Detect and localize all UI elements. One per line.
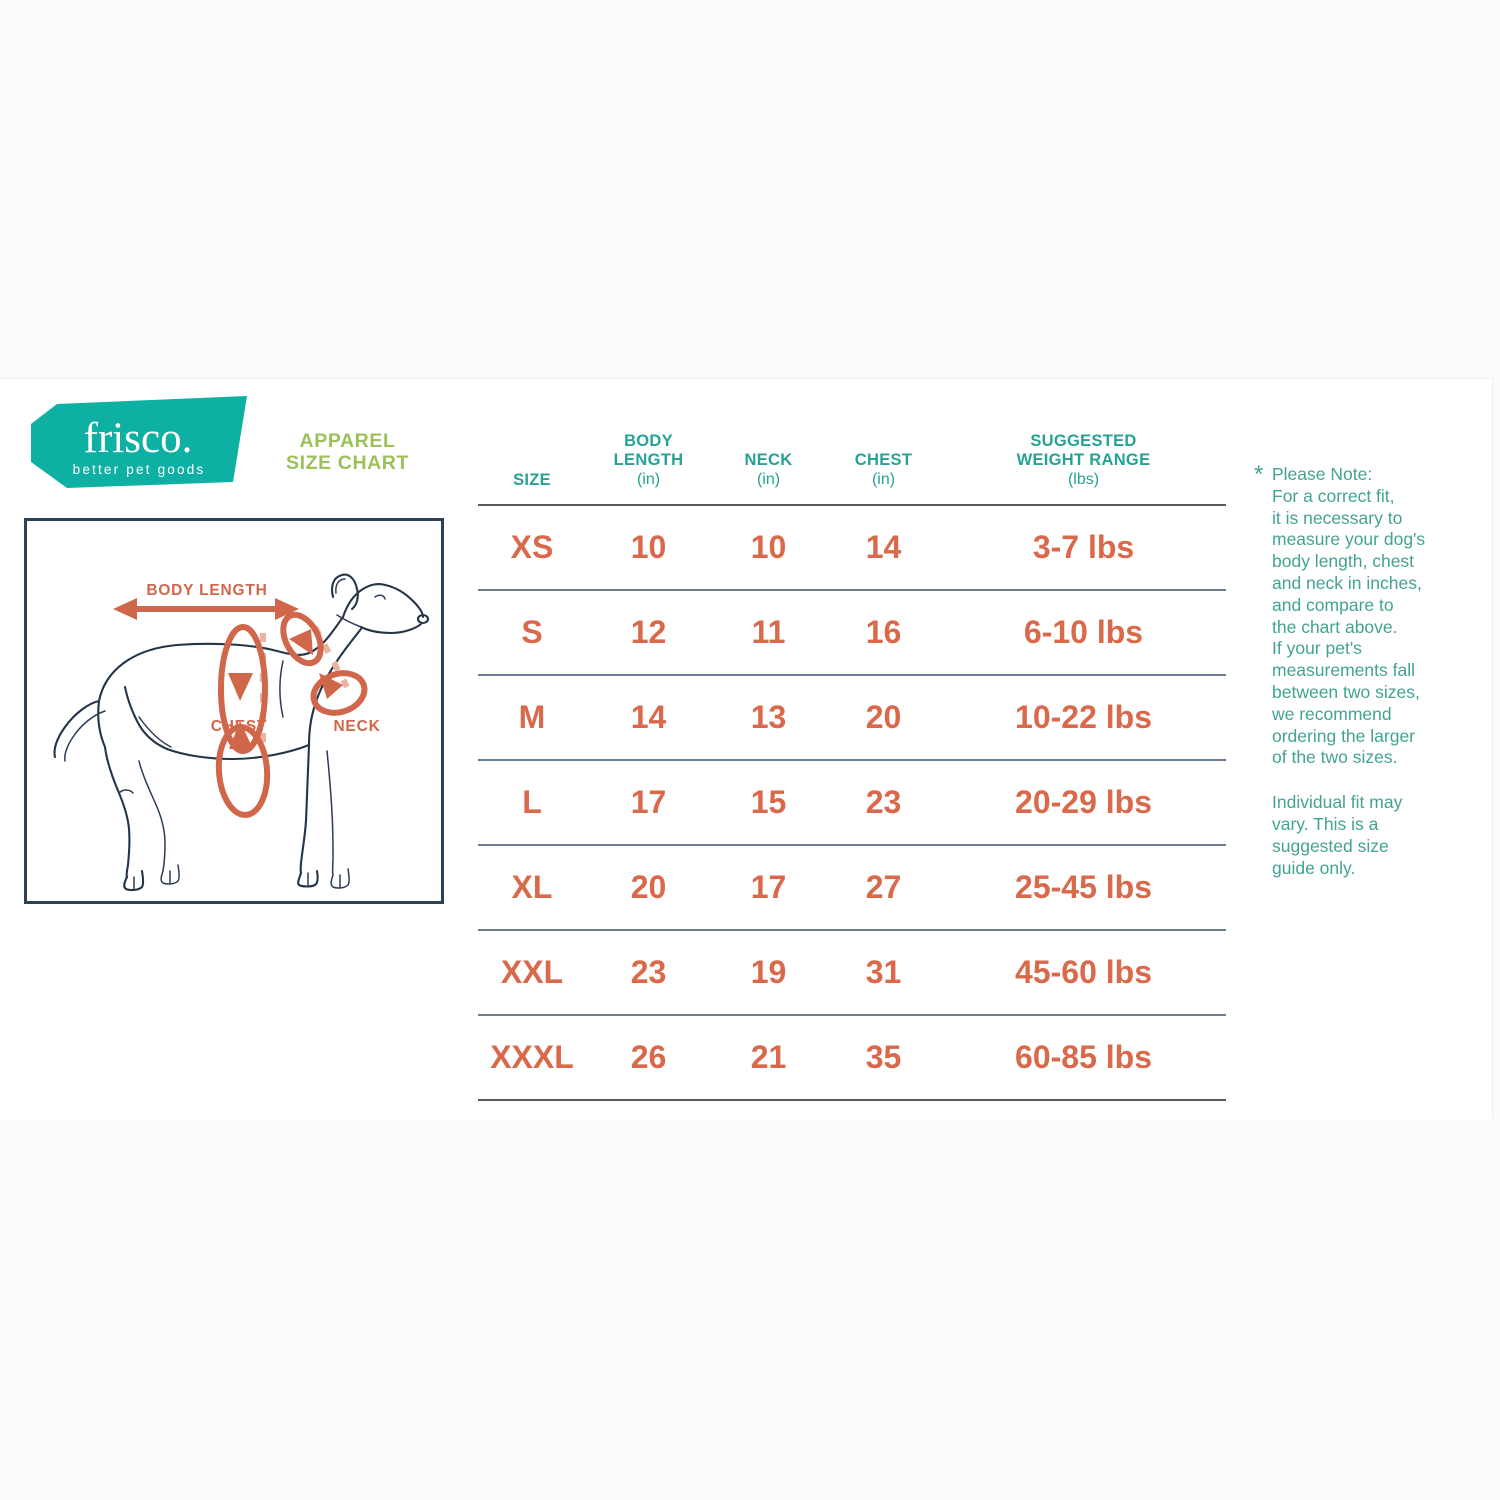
arrow-head-right — [275, 598, 299, 620]
neck-label: NECK — [333, 718, 380, 735]
neck-arrow-lower — [319, 673, 343, 699]
cell-size: XXXL — [478, 1014, 586, 1101]
column-header-weight-range-unit: (lbs) — [1067, 471, 1100, 488]
cell-body-length: 17 — [586, 759, 711, 846]
frisco-logo: frisco. better pet goods — [25, 396, 247, 488]
cell-body-length: 10 — [586, 504, 711, 591]
page-title-line1: APPAREL — [299, 430, 396, 452]
table-row: L 17 15 23 20-29 lbs — [478, 759, 1226, 846]
cell-weight: 6-10 lbs — [941, 589, 1226, 676]
chest-label: CHEST — [211, 718, 268, 735]
cell-weight: 60-85 lbs — [941, 1014, 1226, 1101]
note-primary-text: Please Note: For a correct fit, it is ne… — [1272, 464, 1426, 768]
cell-chest: 20 — [826, 674, 941, 761]
cell-neck: 13 — [711, 674, 826, 761]
column-header-neck-label: NECK — [744, 450, 793, 469]
cell-weight: 45-60 lbs — [941, 929, 1226, 1016]
cell-chest: 27 — [826, 844, 941, 931]
cell-body-length: 14 — [586, 674, 711, 761]
chest-arrow-up — [229, 721, 253, 749]
neck-arrow-upper — [289, 629, 313, 655]
cell-chest: 16 — [826, 589, 941, 676]
cell-body-length: 12 — [586, 589, 711, 676]
column-header-weight-range: SUGGESTED WEIGHT RANGE (lbs) — [941, 432, 1226, 506]
asterisk-icon: * — [1254, 461, 1264, 488]
cell-size: XS — [478, 504, 586, 591]
cell-chest: 35 — [826, 1014, 941, 1101]
table-row: XXXL 26 21 35 60-85 lbs — [478, 1014, 1226, 1101]
body-length-label: BODY LENGTH — [146, 582, 267, 599]
table-header-row: SIZE BODY LENGTH (in) NECK (in) CHEST (in… — [478, 432, 1226, 506]
page-title-line2: SIZE CHART — [286, 452, 409, 474]
cell-neck: 10 — [711, 504, 826, 591]
cell-weight: 20-29 lbs — [941, 759, 1226, 846]
apparel-size-table: SIZE BODY LENGTH (in) NECK (in) CHEST (in… — [478, 432, 1226, 1101]
logo-banner-shape — [31, 396, 247, 488]
please-note-block: * Please Note: For a correct fit, it is … — [1254, 461, 1466, 879]
table-body: XS 10 10 14 3-7 lbs S 12 11 16 6-10 lbs … — [478, 504, 1226, 1101]
column-header-size-label: SIZE — [513, 471, 551, 489]
cell-chest: 14 — [826, 504, 941, 591]
dog-measurement-diagram: BODY LENGTH CHEST NECK — [24, 518, 444, 904]
cell-body-length: 20 — [586, 844, 711, 931]
cell-neck: 21 — [711, 1014, 826, 1101]
column-header-neck: NECK (in) — [711, 432, 826, 506]
body-length-measurement: BODY LENGTH — [113, 582, 299, 620]
cell-neck: 17 — [711, 844, 826, 931]
dog-outline-icon — [53, 573, 430, 892]
chest-arrow-down — [228, 673, 253, 701]
cell-weight: 3-7 lbs — [941, 504, 1226, 591]
cell-weight: 25-45 lbs — [941, 844, 1226, 931]
column-header-size: SIZE — [478, 432, 586, 506]
page-title: APPAREL SIZE CHART — [265, 430, 430, 474]
column-header-chest: CHEST (in) — [826, 432, 941, 506]
cell-size: L — [478, 759, 586, 846]
cell-size: XL — [478, 844, 586, 931]
arrow-head-left — [113, 598, 137, 620]
neck-measurement: NECK — [280, 611, 380, 735]
cell-size: M — [478, 674, 586, 761]
column-header-chest-label: CHEST — [854, 450, 913, 469]
column-header-body-length: BODY LENGTH (in) — [586, 432, 711, 506]
table-row: XL 20 17 27 25-45 lbs — [478, 844, 1226, 931]
cell-neck: 15 — [711, 759, 826, 846]
dog-diagram-svg: BODY LENGTH CHEST NECK — [53, 573, 430, 892]
cell-size: S — [478, 589, 586, 676]
cell-size: XXL — [478, 929, 586, 1016]
column-header-neck-unit: (in) — [756, 471, 781, 488]
cell-neck: 19 — [711, 929, 826, 1016]
table-row: M 14 13 20 10-22 lbs — [478, 674, 1226, 761]
logo-wordmark: frisco. — [84, 415, 193, 462]
logo-tagline: better pet goods — [73, 462, 206, 477]
cell-neck: 11 — [711, 589, 826, 676]
table-header: SIZE BODY LENGTH (in) NECK (in) CHEST (in… — [478, 432, 1226, 506]
cell-chest: 31 — [826, 929, 941, 1016]
chest-measurement: CHEST — [211, 624, 271, 818]
note-secondary-text: Individual fit may vary. This is a sugge… — [1272, 792, 1403, 878]
table-row: S 12 11 16 6-10 lbs — [478, 589, 1226, 676]
cell-body-length: 26 — [586, 1014, 711, 1101]
table-row: XXL 23 19 31 45-60 lbs — [478, 929, 1226, 1016]
cell-chest: 23 — [826, 759, 941, 846]
cell-weight: 10-22 lbs — [941, 674, 1226, 761]
table-row: XS 10 10 14 3-7 lbs — [478, 504, 1226, 591]
column-header-body-length-unit: (in) — [636, 471, 661, 488]
column-header-chest-unit: (in) — [871, 471, 896, 488]
cell-body-length: 23 — [586, 929, 711, 1016]
